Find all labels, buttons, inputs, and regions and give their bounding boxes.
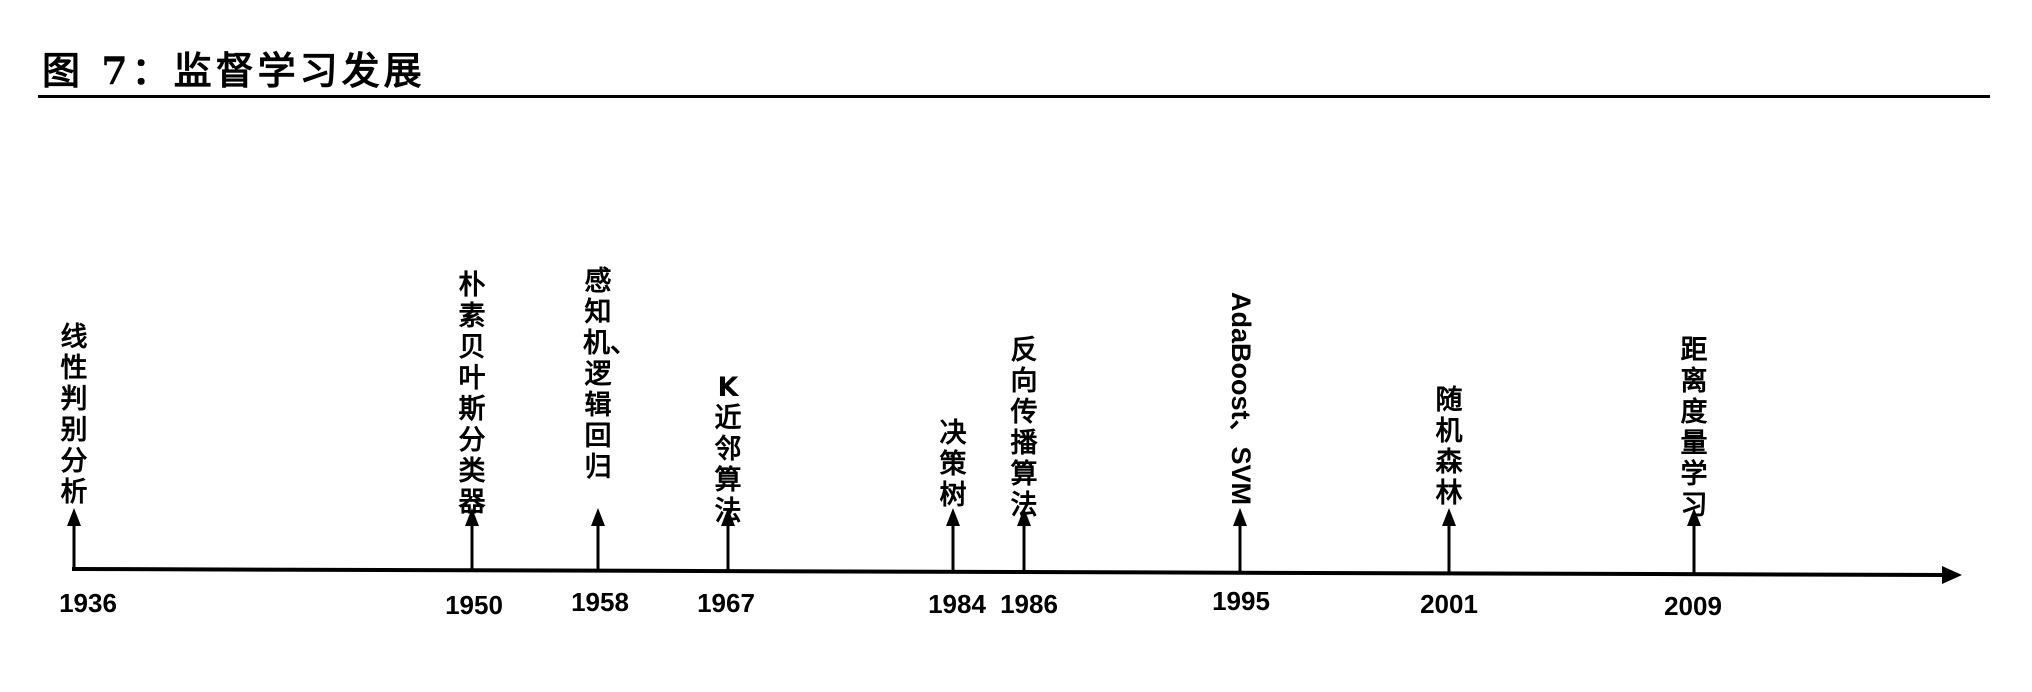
event-arrowhead-1995 xyxy=(1233,508,1247,526)
year-label-1950: 1950 xyxy=(445,590,503,620)
year-label-1984: 1984 xyxy=(928,589,986,619)
year-label-2009: 2009 xyxy=(1664,591,1722,621)
event-arrowhead-1984 xyxy=(946,508,960,526)
event-arrowhead-1986 xyxy=(1017,508,1031,526)
event-arrowhead-1958 xyxy=(591,508,605,526)
event-label-1936: 线性判别分析 xyxy=(60,322,88,508)
year-label-2001: 2001 xyxy=(1420,589,1478,619)
figure-title: 图 7：监督学习发展 xyxy=(42,48,426,93)
event-label-1958: 感知机、逻辑回归 xyxy=(583,266,637,483)
event-arrowhead-2001 xyxy=(1442,508,1456,526)
timeline-axis xyxy=(71,567,1946,577)
event-arrowhead-1950 xyxy=(465,508,479,526)
title-rule xyxy=(38,95,1990,98)
year-label-1986: 1986 xyxy=(1000,589,1058,619)
event-label-2001: 随机森林 xyxy=(1435,385,1463,509)
event-arrowhead-1936 xyxy=(67,508,81,526)
year-label-1958: 1958 xyxy=(571,587,629,617)
year-label-1967: 1967 xyxy=(697,588,755,618)
event-label-1984: 决策树 xyxy=(939,418,967,511)
event-arrowhead-2009 xyxy=(1687,508,1701,526)
event-label-1967: K近邻算法 xyxy=(714,372,742,527)
timeline-axis-arrowhead xyxy=(1942,566,1962,584)
event-label-2009: 距离度量学习 xyxy=(1680,335,1708,521)
year-label-1995: 1995 xyxy=(1212,586,1270,616)
event-label-1995: AdaBoost、SVM xyxy=(1226,292,1256,506)
event-arrowhead-1967 xyxy=(721,508,735,526)
event-label-1986: 反向传播算法 xyxy=(1010,335,1038,521)
year-label-1936: 1936 xyxy=(59,588,117,618)
event-label-1950: 朴素贝叶斯分类器 xyxy=(458,270,486,518)
